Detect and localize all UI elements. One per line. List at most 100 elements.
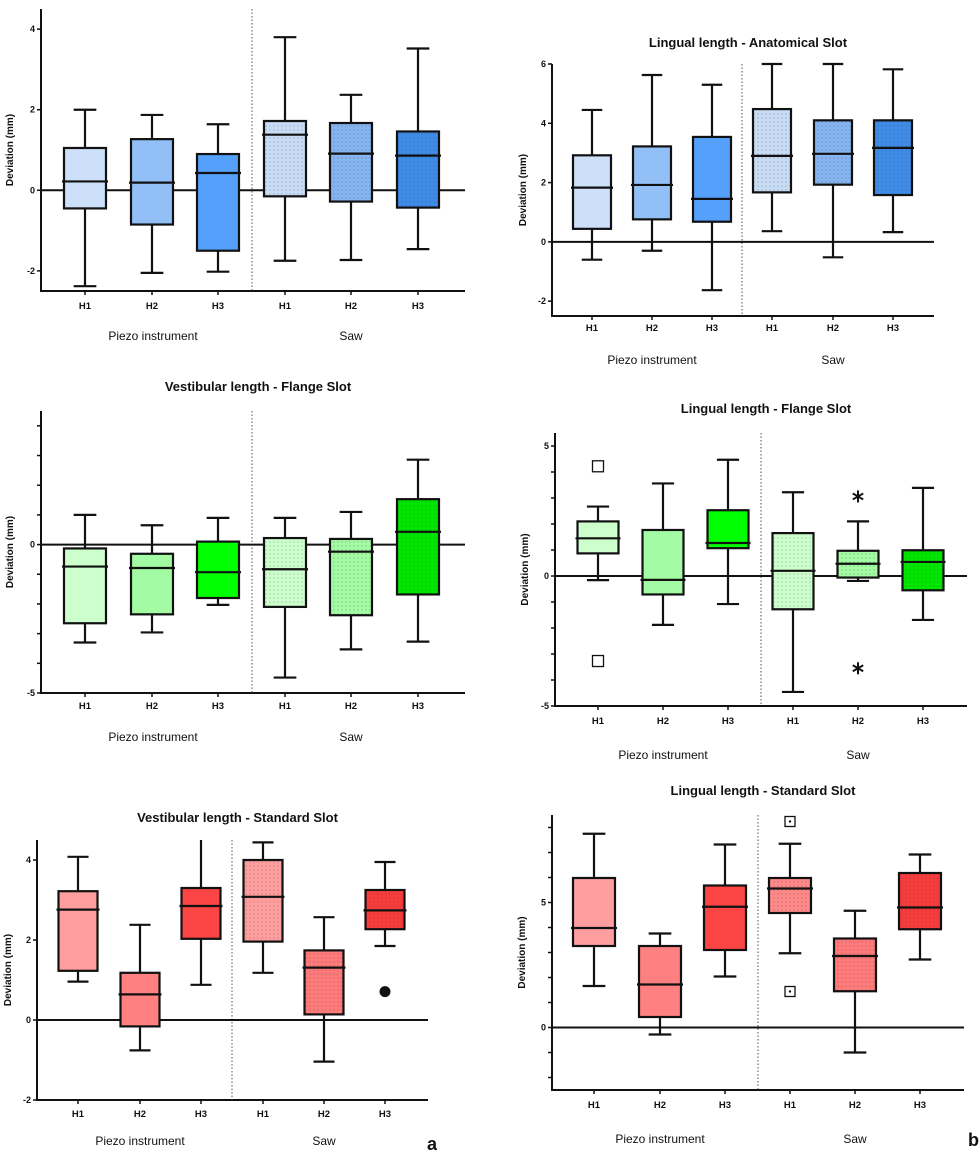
- chart-title: Vestibular length - Flange Slot: [165, 379, 352, 394]
- outlier-square-dot-marker: [784, 815, 796, 828]
- x-tick-label: H2: [146, 301, 158, 312]
- outlier-dot-marker: [379, 986, 391, 998]
- chart-panel-ling-anat: Lingual length - Anatomical Slot Deviatio…: [518, 35, 934, 367]
- x-tick-label: H1: [79, 301, 92, 312]
- chart-title: Vestibular length - Standard Slot: [137, 810, 338, 825]
- x-tick-label: H1: [766, 323, 779, 334]
- box-saw-h3: [363, 860, 407, 998]
- iqr-box: [195, 152, 241, 252]
- x-tick-label: H1: [592, 716, 605, 727]
- box-saw-h3: [897, 853, 943, 961]
- box-piezo-h2: [118, 923, 162, 1052]
- x-tick-label: H1: [787, 716, 800, 727]
- y-tick-label: 6: [541, 59, 546, 69]
- x-tick-label: H2: [849, 1100, 861, 1111]
- y-axis-label: Deviation (mm): [5, 516, 16, 588]
- x-tick-label: H2: [318, 1109, 330, 1120]
- iqr-box: [129, 552, 175, 616]
- outlier-center-dot: [788, 820, 792, 823]
- box-piezo-h3: [195, 516, 241, 606]
- dot-pattern-fill: [244, 861, 282, 941]
- box-piezo-h1: [62, 108, 108, 288]
- x-tick-label: H1: [588, 1100, 601, 1111]
- group-label: Saw: [339, 329, 363, 343]
- y-tick-label: -2: [23, 1095, 31, 1105]
- box-piezo-h3: [691, 83, 733, 292]
- chart-title: Lingual length - Standard Slot: [671, 783, 857, 798]
- y-tick-label: 0: [26, 1015, 31, 1025]
- box-saw-h2: [328, 93, 374, 262]
- box-piezo-h3: [195, 123, 241, 273]
- x-tick-label: H1: [279, 301, 292, 312]
- iqr-box: [631, 145, 673, 221]
- group-label: Saw: [846, 748, 870, 762]
- iqr-box: [691, 135, 733, 223]
- y-tick-label: 0: [541, 237, 546, 247]
- box-saw-h1: [751, 62, 793, 233]
- iqr-box: [706, 509, 750, 550]
- y-tick-label: 5: [544, 441, 549, 451]
- x-tick-label: H1: [784, 1100, 797, 1111]
- x-tick-label: H3: [887, 323, 899, 334]
- dot-pattern-fill: [265, 539, 305, 606]
- dot-pattern-fill: [754, 110, 790, 192]
- box-saw-h1: [770, 491, 816, 694]
- group-label: Piezo instrument: [108, 329, 198, 343]
- box-saw-h1: [262, 36, 308, 262]
- group-label: Saw: [339, 730, 363, 744]
- box-piezo-h1: [62, 513, 108, 644]
- x-tick-label: H2: [827, 323, 839, 334]
- box-saw-h1: [767, 815, 813, 998]
- group-label: Piezo instrument: [607, 353, 697, 367]
- dot-pattern-fill: [770, 879, 810, 912]
- box-piezo-h3: [705, 458, 751, 606]
- box-saw-h1: [262, 516, 308, 679]
- outlier-asterisk-marker: [852, 662, 864, 675]
- outlier-center-dot: [788, 990, 792, 993]
- box-piezo-h1: [571, 832, 617, 988]
- x-tick-label: H2: [134, 1109, 146, 1120]
- chart-panel-vest-anat: Deviation (mm) -2 0 2 4 H1 H2 H3 H1 H2 H3 Piezo ins…: [5, 9, 465, 343]
- y-axis-label: Deviation (mm): [520, 533, 531, 605]
- x-tick-label: H2: [345, 301, 357, 312]
- x-tick-label: H3: [412, 701, 424, 712]
- x-tick-label: H3: [412, 301, 424, 312]
- dot-pattern-fill: [398, 500, 438, 594]
- y-tick-label: 2: [30, 105, 35, 115]
- x-tick-label: H1: [257, 1109, 270, 1120]
- y-tick-label: 4: [30, 24, 35, 34]
- box-saw-h2: [832, 909, 878, 1054]
- x-tick-label: H1: [79, 701, 92, 712]
- dot-pattern-fill: [305, 951, 343, 1014]
- outlier-square-dot-marker: [784, 985, 796, 998]
- chart-panel-vest-std: Vestibular length - Standard Slot Deviati…: [3, 810, 428, 1148]
- figure-letter-b: b: [968, 1130, 979, 1150]
- dot-pattern-fill: [815, 121, 851, 184]
- x-tick-label: H3: [212, 301, 224, 312]
- y-axis-label: Deviation (mm): [5, 114, 16, 186]
- group-label: Piezo instrument: [108, 730, 198, 744]
- box-piezo-h2: [129, 113, 175, 274]
- y-tick-label: 2: [26, 935, 31, 945]
- y-tick-label: 2: [541, 178, 546, 188]
- x-tick-label: H2: [654, 1100, 666, 1111]
- x-tick-label: H1: [72, 1109, 85, 1120]
- x-tick-label: H3: [914, 1100, 926, 1111]
- box-saw-h3: [872, 68, 914, 234]
- y-tick-label: 4: [26, 855, 31, 865]
- y-tick-label: 0: [544, 571, 549, 581]
- group-label: Saw: [312, 1134, 336, 1148]
- y-axis-label: Deviation (mm): [517, 916, 528, 988]
- x-tick-label: H3: [722, 716, 734, 727]
- x-tick-label: H2: [146, 701, 158, 712]
- group-label: Saw: [821, 353, 845, 367]
- x-tick-label: H3: [917, 716, 929, 727]
- chart-panel-vest-flange: Vestibular length - Flange Slot Deviation…: [5, 379, 465, 744]
- outlier-square-marker: [591, 460, 605, 473]
- iqr-box: [57, 890, 99, 972]
- x-tick-label: H2: [852, 716, 864, 727]
- box-piezo-h2: [631, 73, 673, 252]
- dot-pattern-fill: [875, 121, 911, 195]
